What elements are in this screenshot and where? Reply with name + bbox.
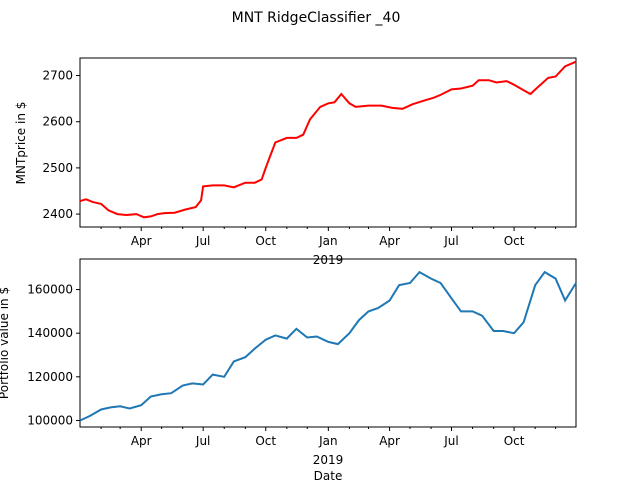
price-x-tick-label: Jul [443, 234, 458, 248]
portfolio-y-tick-label: 100000 [27, 413, 73, 427]
price-x-tick-label: Oct [255, 234, 276, 248]
price-x-tick-label: Jan [318, 234, 338, 248]
portfolio-x-tick-label: Apr [379, 434, 400, 448]
price-x-tick-label: Apr [379, 234, 400, 248]
portfolio-x-tick-label: Oct [255, 434, 276, 448]
portfolio-x-axis-label: Date [314, 469, 343, 480]
price-y-tick-label: 2700 [42, 69, 73, 83]
price-x-tick-label: Apr [131, 234, 152, 248]
portfolio-x-tick-label: Jul [443, 434, 458, 448]
portfolio-x-tick-label: Apr [131, 434, 152, 448]
portfolio-y-tick-label: 140000 [27, 326, 73, 340]
price-y-tick-label: 2500 [42, 161, 73, 175]
price-series-line [79, 60, 577, 219]
price-x-tick-label: Jul [195, 234, 210, 248]
portfolio-x-tick-label: Jul [195, 434, 210, 448]
portfolio-x-tick-label: Oct [504, 434, 525, 448]
portfolio-plot-area [79, 258, 577, 428]
portfolio-x-axis: Apr Jul Oct Jan Apr Jul Oct [100, 427, 557, 448]
portfolio-y-tick-label: 120000 [27, 370, 73, 384]
price-y-tick-label: 2400 [42, 207, 73, 221]
price-x-axis: Apr Jul Oct Jan Apr Jul Oct [100, 227, 557, 248]
portfolio-y-axis: 100000 120000 140000 160000 [27, 283, 80, 427]
portfolio-x-tick-label: Jan [318, 434, 338, 448]
price-chart-panel: 2400 2500 2600 2700 Apr Jul Oct Jan Apr Jul Oct 2… [14, 57, 577, 267]
portfolio-year-label: 2019 [313, 453, 344, 467]
price-x-tick-label: Oct [504, 234, 525, 248]
price-year-label: 2019 [313, 253, 344, 267]
portfolio-y-axis-label: Portfolio value in $ [0, 287, 11, 399]
price-y-tick-label: 2600 [42, 115, 73, 129]
portfolio-series-line [79, 270, 577, 422]
price-y-axis: 2400 2500 2600 2700 [42, 69, 80, 221]
chart-title: MNT RidgeClassifier _40 [232, 10, 401, 26]
price-y-axis-label: MNTprice in $ [14, 102, 28, 185]
price-plot-area [79, 57, 577, 228]
portfolio-y-tick-label: 160000 [27, 283, 73, 297]
